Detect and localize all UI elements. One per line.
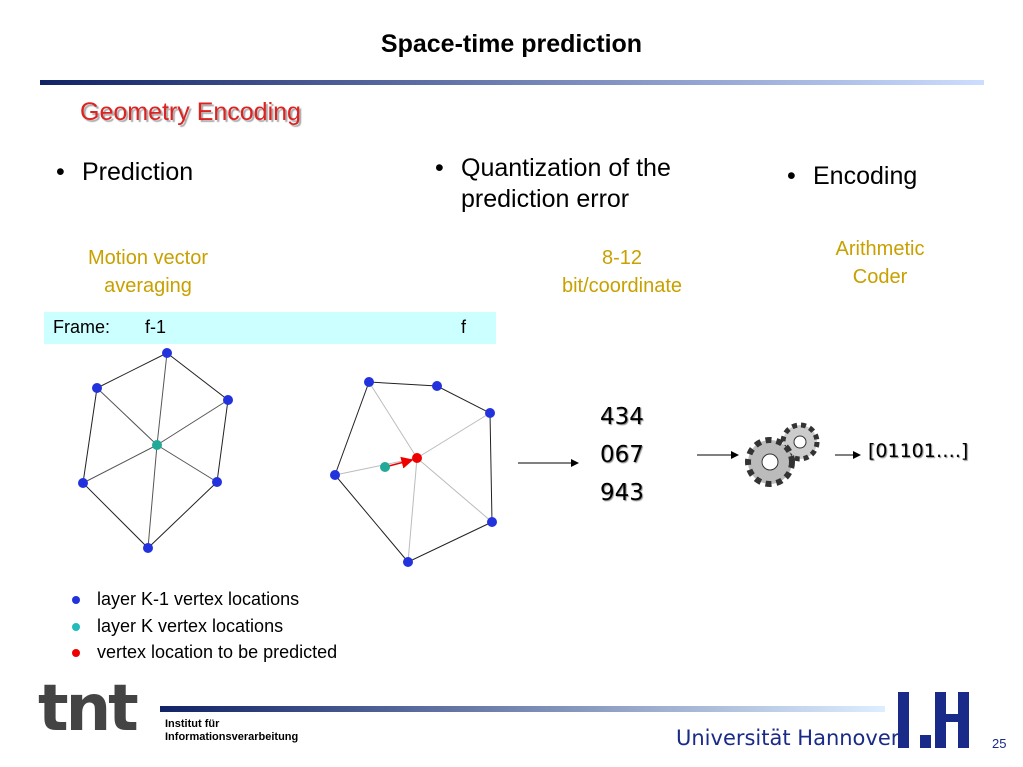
vertex-teal — [380, 462, 390, 472]
mesh-previous — [82, 352, 229, 549]
vertex-center — [152, 440, 162, 450]
detail-line: Motion vector — [87, 247, 209, 269]
legend-item: vertex location to be predicted — [97, 642, 338, 662]
vertices-previous — [78, 348, 233, 553]
frame-previous: f-1 — [145, 317, 167, 337]
vertex-red — [412, 453, 422, 463]
gears — [745, 422, 820, 487]
institute-line: Institut für — [165, 718, 220, 730]
tnt-logo: tnt — [38, 672, 139, 746]
legend-dots — [72, 596, 80, 657]
subtitle: Geometry Encoding — [80, 98, 301, 126]
title: Space-time prediction — [380, 30, 643, 58]
detail: 8-12 bit/coordinate — [522, 244, 722, 300]
bullet-line: prediction error — [461, 185, 630, 213]
luh-logo — [898, 692, 969, 748]
bullet-line: Prediction — [82, 157, 193, 188]
quantized: 434 — [600, 404, 644, 430]
vertices-current — [330, 377, 497, 567]
bullet-line: Encoding — [813, 161, 917, 192]
frame-bar: Frame: f-1 f — [44, 312, 496, 344]
arrows — [518, 451, 861, 467]
header-rule — [40, 80, 984, 85]
detail-line: Arithmetic — [835, 238, 925, 260]
quantized: 067 — [600, 442, 644, 468]
bullet-line: Quantization of the — [461, 153, 671, 184]
detail-line: 8-12 — [601, 247, 643, 269]
institute-line: Informationsverarbeitung — [165, 731, 299, 743]
quantized-values: 434 067 943 — [600, 398, 644, 512]
detail: Motion vector averaging — [48, 244, 248, 300]
detail-line: Coder — [852, 266, 908, 288]
institute: Institut für Informationsverarbeitung — [165, 718, 298, 744]
university: Universität Hannover — [676, 726, 900, 750]
bullet: Encoding — [813, 161, 917, 192]
footer-rule — [160, 706, 885, 712]
legend-item: layer K-1 vertex locations — [97, 589, 300, 609]
legend-item: layer K vertex locations — [97, 616, 284, 636]
bullet: Prediction — [82, 157, 193, 188]
frame-label: Frame: — [53, 317, 111, 337]
frame-current: f — [461, 317, 467, 337]
page-number: 25 — [992, 736, 1007, 751]
quantized: 943 — [600, 480, 644, 506]
detail-line: bit/coordinate — [561, 275, 683, 297]
mesh-current — [334, 381, 493, 563]
detail: Arithmetic Coder — [780, 235, 980, 291]
output-bits: [01101….] — [868, 440, 969, 462]
detail-line: averaging — [104, 275, 192, 297]
